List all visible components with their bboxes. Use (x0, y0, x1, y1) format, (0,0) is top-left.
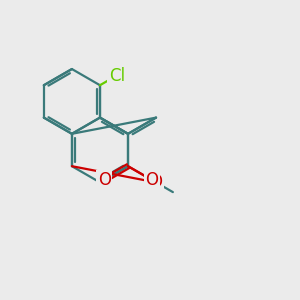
Text: O: O (98, 171, 111, 189)
Text: Cl: Cl (109, 67, 125, 85)
Text: O: O (149, 173, 163, 191)
Text: O: O (145, 171, 158, 189)
